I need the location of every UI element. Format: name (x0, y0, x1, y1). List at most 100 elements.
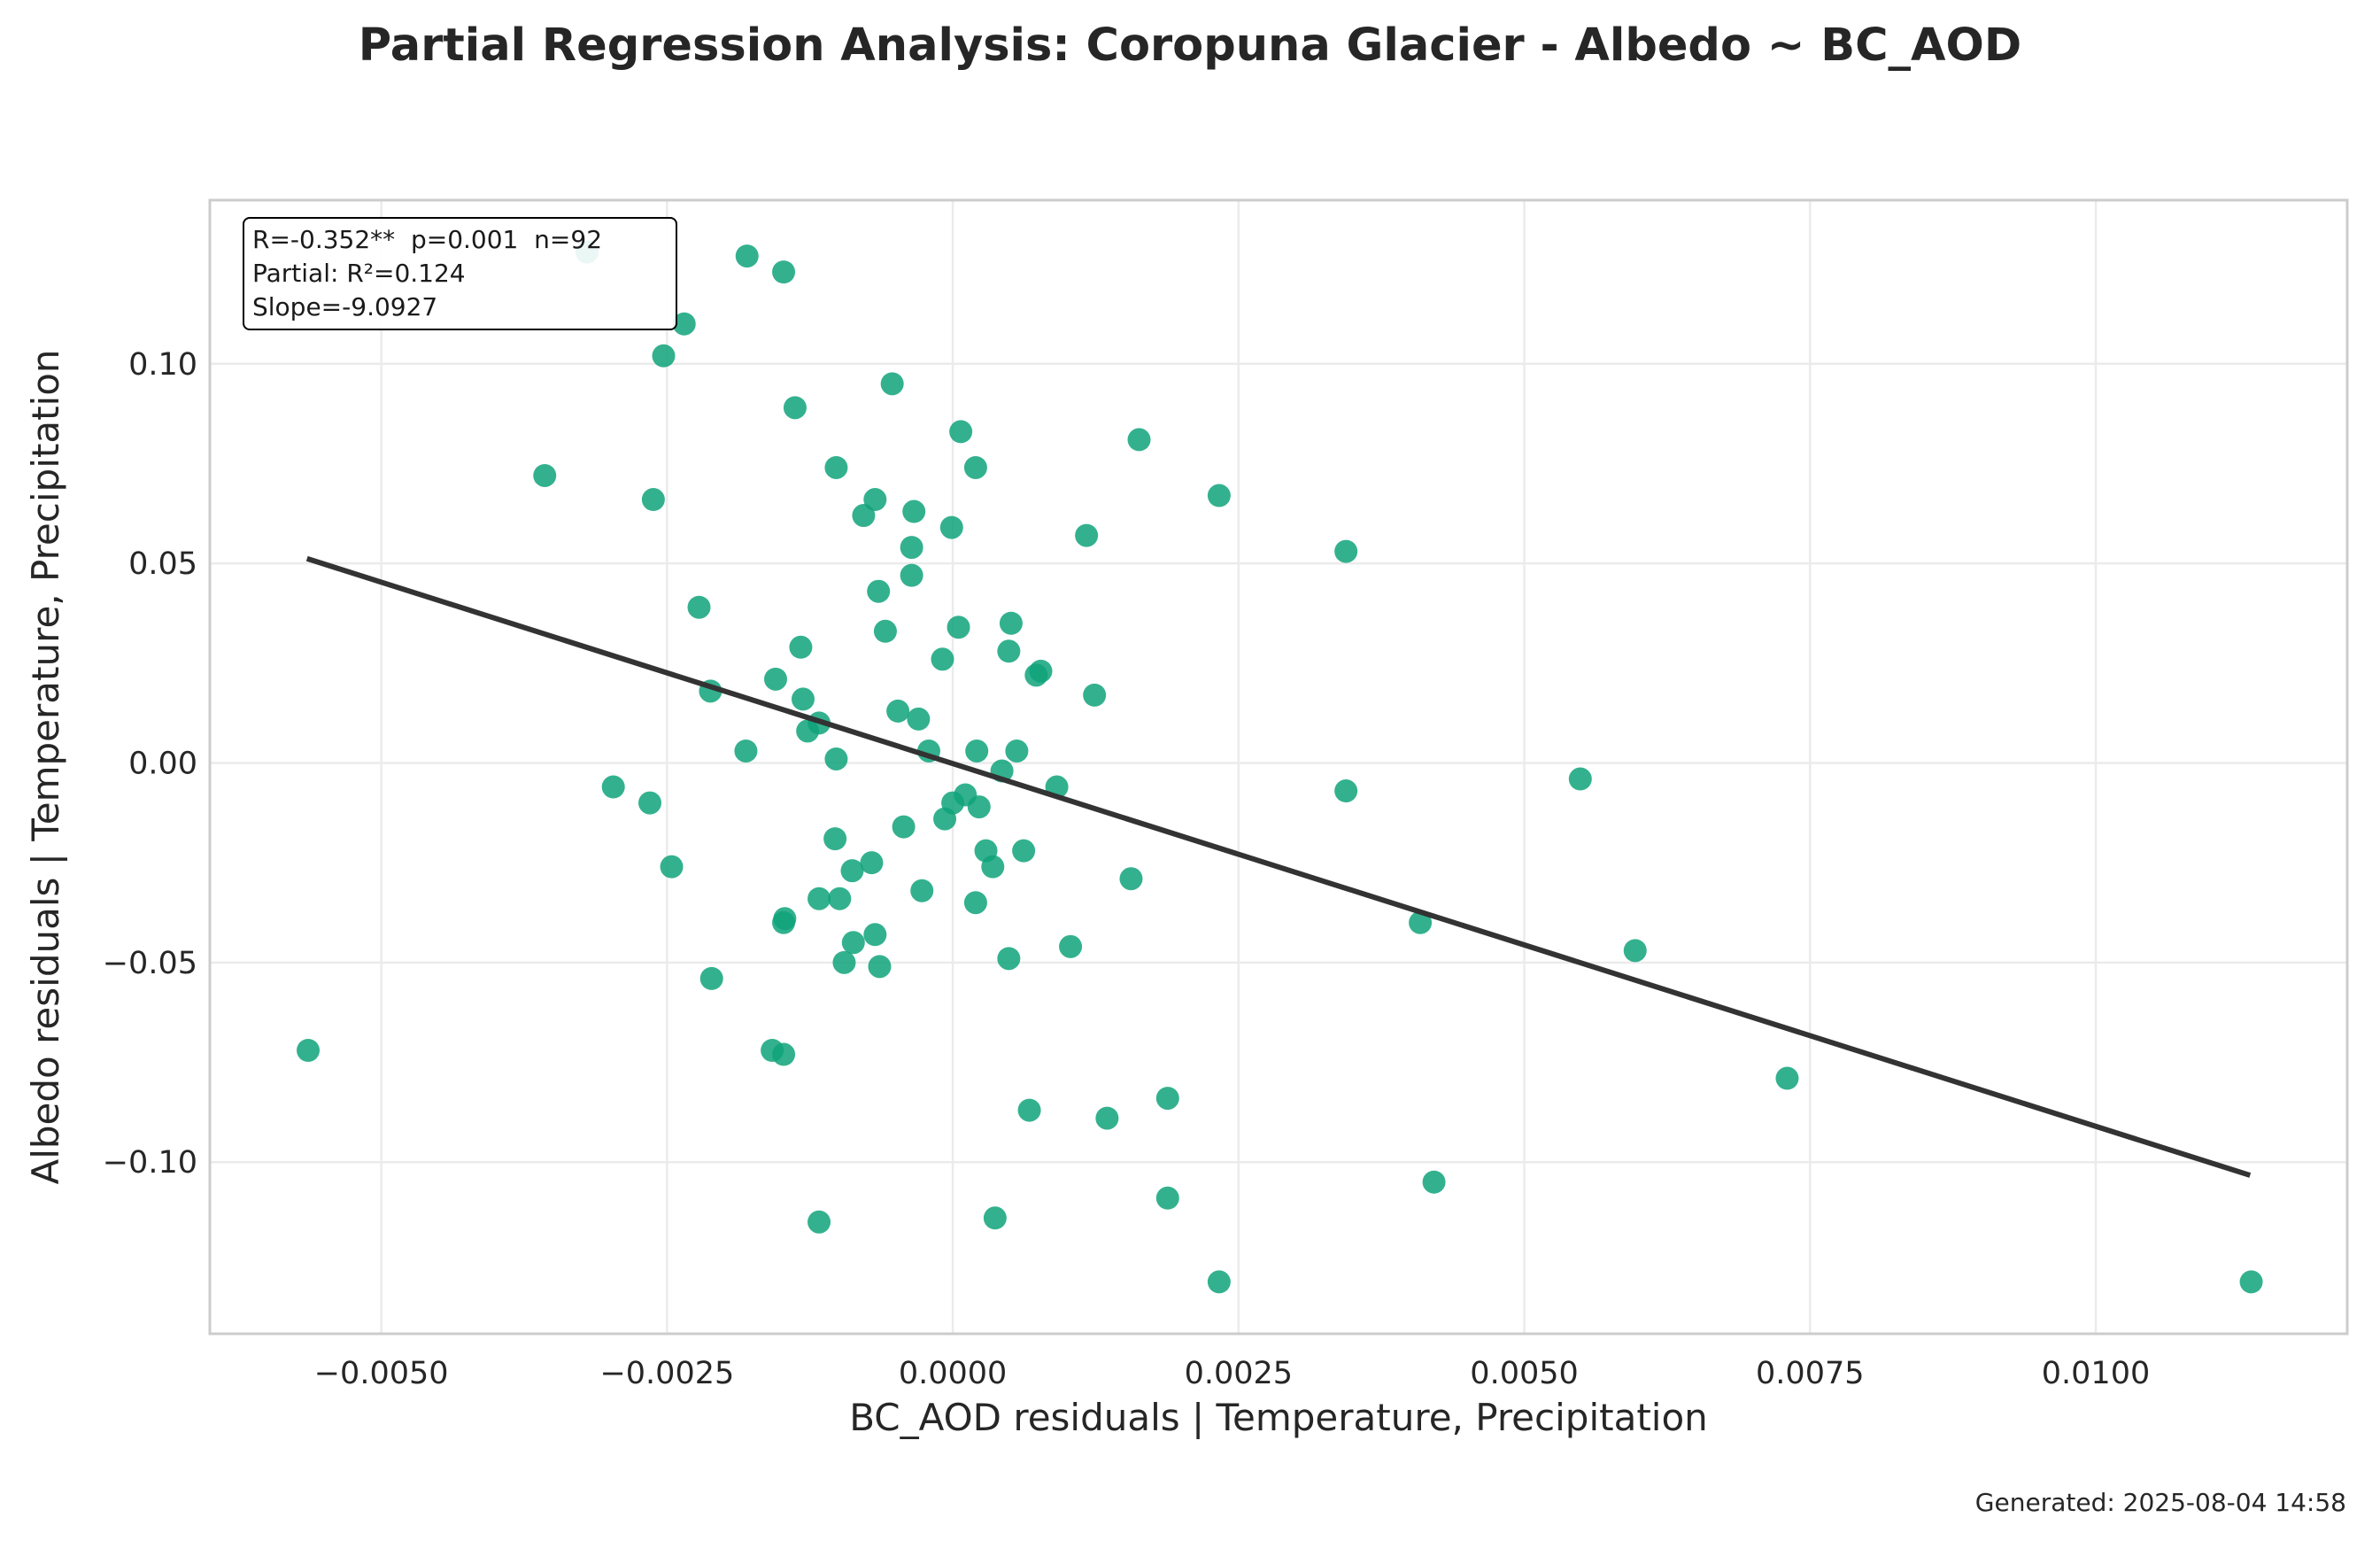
data-point (1119, 867, 1143, 891)
data-point (772, 910, 796, 934)
data-point (933, 807, 957, 831)
x-tick-label: 0.0100 (2042, 1356, 2150, 1391)
data-point (902, 499, 926, 523)
y-axis-label: Albedo residuals | Temperature, Precipit… (24, 349, 67, 1184)
data-point (931, 647, 954, 671)
data-point (796, 719, 820, 743)
x-axis-ticks: −0.0050 −0.0025 0.0000 0.0025 0.0050 0.0075 0.… (314, 1356, 2150, 1391)
data-point (772, 260, 796, 284)
data-point (832, 950, 856, 974)
x-tick-label: 0.0000 (899, 1356, 1007, 1391)
data-point (873, 619, 897, 643)
data-point (863, 923, 887, 947)
data-point (1005, 739, 1029, 763)
regression-line (305, 555, 2252, 1178)
data-point (1155, 1186, 1179, 1210)
data-point (1155, 1087, 1179, 1111)
data-point (1059, 934, 1083, 958)
x-tick-label: 0.0025 (1185, 1356, 1293, 1391)
data-point (999, 611, 1023, 635)
data-point (652, 344, 676, 368)
y-axis-ticks: −0.10 −0.05 0.00 0.05 0.10 (103, 347, 197, 1181)
data-point (880, 372, 904, 396)
data-point (963, 891, 987, 915)
data-point (764, 667, 787, 691)
data-point (687, 595, 711, 619)
data-point (1095, 1106, 1119, 1130)
data-point (1775, 1066, 1799, 1090)
data-point (828, 887, 852, 910)
data-point (641, 488, 665, 512)
data-point (824, 455, 848, 479)
data-point (823, 827, 847, 851)
y-tick-label: 0.05 (128, 546, 197, 582)
data-point (824, 747, 848, 770)
y-tick-label: 0.10 (128, 347, 197, 383)
data-point (939, 515, 963, 539)
data-point (892, 815, 916, 839)
generated-timestamp: Generated: 2025-08-04 14:58 (1974, 1488, 2346, 1517)
data-point (533, 463, 557, 487)
data-point (863, 488, 887, 512)
y-tick-label: −0.10 (103, 1145, 197, 1181)
data-point (900, 563, 923, 587)
data-point (808, 887, 831, 910)
data-point (963, 455, 987, 479)
data-point (997, 947, 1021, 971)
data-point (1334, 539, 1358, 563)
data-point (1127, 428, 1151, 452)
data-point (1207, 484, 1231, 507)
data-point (983, 1206, 1007, 1230)
data-point (852, 504, 876, 528)
stats-annotation-box: R=-0.352** p=0.001 n=92 Partial: R²=0.12… (243, 217, 677, 330)
stats-line-3: Slope=-9.0927 (252, 292, 437, 321)
data-point (867, 579, 891, 603)
data-point (734, 739, 758, 763)
data-point (808, 1210, 831, 1234)
data-point (1623, 939, 1647, 963)
data-point (772, 1042, 796, 1066)
data-point (297, 1039, 321, 1062)
data-point (1024, 663, 1048, 687)
chart-title: Partial Regression Analysis: Coropuna Gl… (358, 19, 2022, 72)
data-point (1422, 1170, 1446, 1194)
data-point (910, 879, 934, 902)
data-point (947, 616, 970, 639)
data-point (868, 955, 892, 979)
data-point (967, 795, 991, 819)
data-point (1012, 839, 1036, 863)
data-point (1017, 1098, 1041, 1122)
data-point (981, 855, 1005, 879)
x-axis-label: BC_AOD residuals | Temperature, Precipit… (849, 1396, 1708, 1439)
grid-lines (210, 200, 2347, 1334)
data-point (1207, 1270, 1231, 1294)
y-tick-label: −0.05 (103, 946, 197, 981)
data-point (840, 859, 864, 883)
data-point (699, 966, 723, 990)
data-point (2239, 1270, 2263, 1294)
data-point (672, 312, 696, 336)
x-tick-label: 0.0050 (1470, 1356, 1578, 1391)
data-point (601, 775, 625, 799)
data-point (860, 851, 884, 875)
data-point (886, 699, 910, 723)
data-point (1409, 910, 1433, 934)
data-point (791, 687, 815, 711)
y-tick-label: 0.00 (128, 746, 197, 781)
data-point (841, 931, 865, 955)
data-points (297, 240, 2263, 1294)
data-point (789, 635, 813, 659)
data-point (900, 536, 923, 560)
stats-line-2: Partial: R²=0.124 (252, 259, 466, 288)
data-point (949, 420, 973, 444)
x-tick-label: 0.0075 (1756, 1356, 1864, 1391)
data-point (660, 855, 684, 879)
x-tick-label: −0.0050 (314, 1356, 449, 1391)
data-point (997, 639, 1021, 663)
data-point (735, 244, 759, 268)
data-point (907, 707, 931, 731)
data-point (1334, 779, 1358, 803)
data-point (783, 396, 807, 420)
stats-line-1: R=-0.352** p=0.001 n=92 (252, 225, 602, 254)
